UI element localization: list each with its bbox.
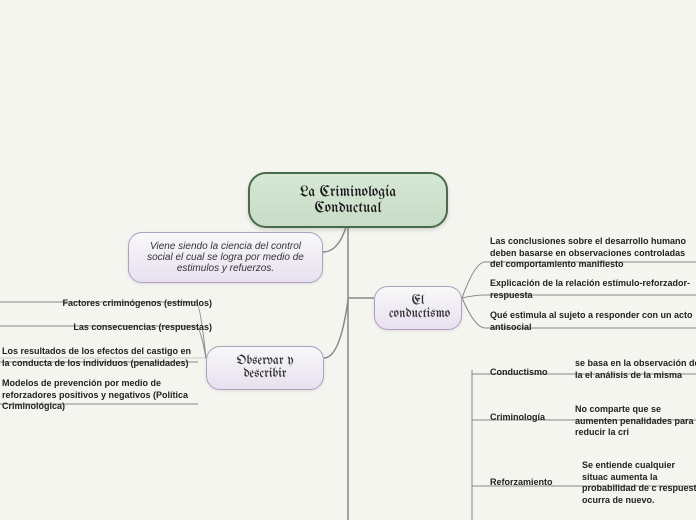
pair-val: Se entiende cualquier situac aumenta la … — [582, 460, 696, 507]
left-main-node[interactable]: Viene siendo la ciencia del control soci… — [128, 232, 323, 283]
conductismo-node[interactable]: El conductismo — [374, 286, 462, 330]
left-leaf: Las consecuencias (respuestas) — [2, 322, 212, 334]
root-label: La Criminología Conductual — [300, 184, 397, 216]
pair-key: Conductismo — [490, 367, 548, 379]
left-leaf: Factores criminógenos (estímulos) — [2, 298, 212, 310]
pair-key: Reforzamiento — [490, 477, 553, 489]
pair-key: Criminología — [490, 412, 545, 424]
left-leaf: Los resultados de los efectos del castig… — [2, 346, 197, 369]
left-leaf: Modelos de prevención por medio de refor… — [2, 378, 197, 413]
conductismo-label: El conductismo — [389, 295, 450, 321]
pair-val: No comparte que se aumenten penalidades … — [575, 404, 696, 439]
conductismo-leaf: Explicación de la relación estímulo-refo… — [490, 278, 696, 301]
conductismo-leaf: Qué estimula al sujeto a responder con u… — [490, 310, 696, 333]
observar-node[interactable]: Observar y describir — [206, 346, 324, 390]
conductismo-leaf: Las conclusiones sobre el desarrollo hum… — [490, 236, 696, 271]
root-node[interactable]: La Criminología Conductual — [248, 172, 448, 228]
left-main-label: Viene siendo la ciencia del control soci… — [147, 241, 304, 274]
observar-label: Observar y describir — [237, 355, 294, 381]
pair-val: se basa en la observación de la el análi… — [575, 358, 696, 381]
